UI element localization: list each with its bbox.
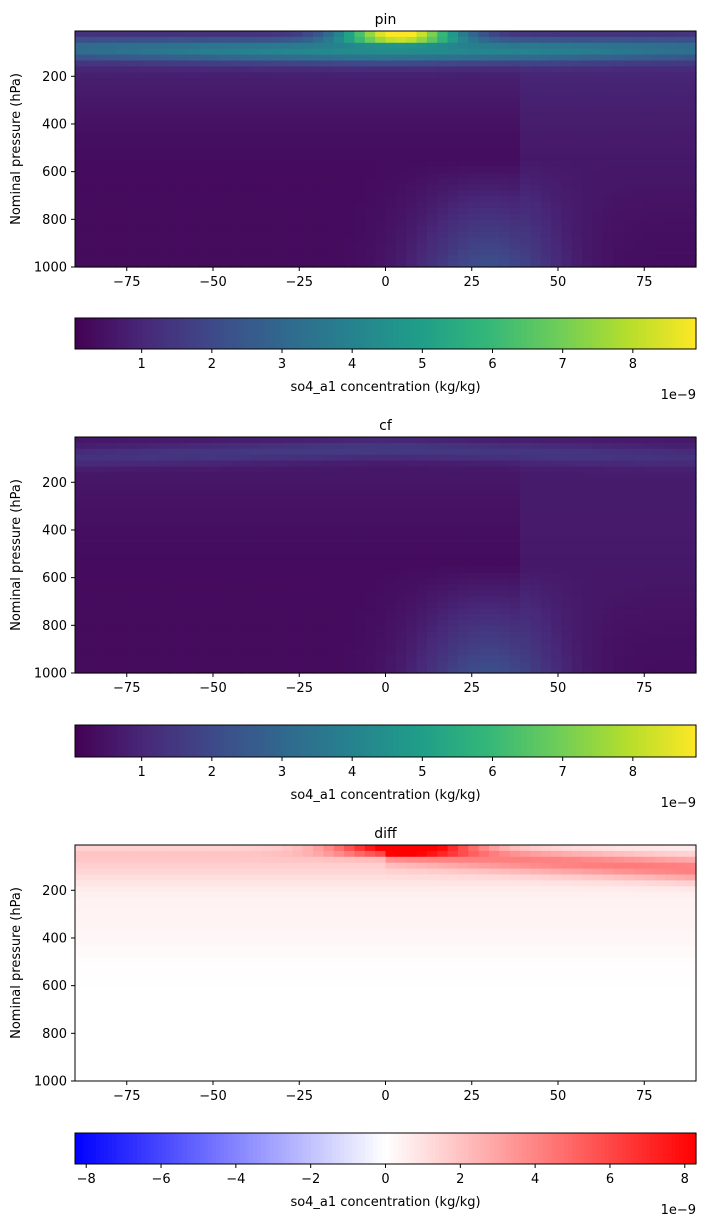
plot-title: pin [375, 12, 397, 28]
colorbar-tick-label: 3 [278, 357, 286, 372]
y-tick-label: 800 [42, 213, 67, 228]
colorbar: −8 −6 −4 −2 0 2 4 6 8 so4_a1 concentration (kg/kg… [74, 1132, 697, 1218]
heatmap-cells [75, 437, 697, 674]
colorbar-tick-label: 2 [208, 765, 216, 780]
heatmap-cells [75, 31, 697, 268]
x-tick-label: −75 [113, 1089, 140, 1104]
colorbar-tick-label: 2 [208, 357, 216, 372]
x-tick-label: 25 [463, 681, 480, 696]
y-tick-label: 1000 [34, 667, 67, 682]
colorbar-label: so4_a1 concentration (kg/kg) [290, 1195, 480, 1210]
colorbar-tick-label: 5 [418, 357, 426, 372]
x-tick-label: −25 [286, 275, 313, 290]
colorbar-tick-label: 5 [418, 765, 426, 780]
colorbar-tick-label: 8 [629, 765, 637, 780]
colorbar-offset-text: 1e−9 [661, 1203, 696, 1218]
colorbar-label: so4_a1 concentration (kg/kg) [290, 788, 480, 803]
x-tick-label: −25 [286, 681, 313, 696]
x-tick-label: −50 [199, 681, 226, 696]
y-tick-label: 800 [42, 1027, 67, 1042]
colorbar-tick-label: 8 [681, 1172, 689, 1187]
y-tick-label: 800 [42, 619, 67, 634]
x-tick-label: 50 [550, 681, 567, 696]
y-tick-label: 200 [42, 884, 67, 899]
colorbar-tick-label: −4 [226, 1172, 245, 1187]
colorbar-tick-label: 6 [606, 1172, 614, 1187]
colorbar-tick-label: 4 [531, 1172, 539, 1187]
y-axis-label: Nominal pressure (hPa) [9, 73, 24, 225]
x-tick-label: 50 [550, 275, 567, 290]
x-tick-label: −75 [113, 275, 140, 290]
x-tick-label: −50 [199, 1089, 226, 1104]
y-tick-label: 400 [42, 523, 67, 538]
colorbar-label: so4_a1 concentration (kg/kg) [290, 380, 480, 395]
y-axis-label: Nominal pressure (hPa) [9, 479, 24, 631]
x-tick-label: 25 [463, 1089, 480, 1104]
colorbar-frame [74, 317, 697, 350]
colorbar-tick-label: 2 [456, 1172, 464, 1187]
colorbar-tick-label: 4 [348, 765, 356, 780]
y-tick-label: 1000 [34, 1075, 67, 1090]
y-axis-label: Nominal pressure (hPa) [9, 887, 24, 1039]
y-tick-label: 600 [42, 571, 67, 586]
y-tick-label: 400 [42, 117, 67, 132]
panel-diff: diff −75 −50 −25 0 25 50 75 200 400 600 800 1000 Nomi… [9, 826, 697, 1218]
colorbar-tick-label: 8 [629, 357, 637, 372]
colorbar-tick-label: 1 [138, 765, 146, 780]
x-tick-label: 25 [463, 275, 480, 290]
y-tick-label: 1000 [34, 261, 67, 276]
colorbar-tick-label: 3 [278, 765, 286, 780]
x-tick-label: 0 [381, 1089, 389, 1104]
x-tick-label: 75 [636, 1089, 653, 1104]
colorbar-tick-label: −6 [151, 1172, 170, 1187]
y-tick-label: 600 [42, 979, 67, 994]
panel-cf: cf−75 −50 −25 0 25 50 752004006008001000Nomina… [9, 418, 697, 811]
x-tick-label: 0 [381, 681, 389, 696]
x-tick-label: −50 [199, 275, 226, 290]
colorbar-tick-label: 6 [488, 357, 496, 372]
y-tick-label: 200 [42, 476, 67, 491]
y-tick-label: 200 [42, 70, 67, 85]
heatmap-cells [75, 845, 697, 1082]
x-tick-label: 0 [381, 275, 389, 290]
y-tick-label: 600 [42, 165, 67, 180]
colorbar-tick-label: 0 [381, 1172, 389, 1187]
colorbar-tick-label: −2 [301, 1172, 320, 1187]
colorbar-tick-label: 1 [138, 357, 146, 372]
colorbar-tick-label: 6 [488, 765, 496, 780]
colorbar-tick-label: 4 [348, 357, 356, 372]
y-tick-label: 400 [42, 931, 67, 946]
plot-title: diff [374, 826, 397, 842]
colorbar-tick-label: 7 [559, 765, 567, 780]
colorbar-tick-label: 7 [559, 357, 567, 372]
plot-title: cf [379, 418, 393, 434]
colorbar-tick-label: −8 [77, 1172, 96, 1187]
colorbar-offset-text: 1e−9 [661, 796, 696, 811]
x-tick-label: −75 [113, 681, 140, 696]
colorbar: 1 2 3 4 5 6 7 8 so4_a1 concentration (kg/kg) 1e−9 [74, 317, 697, 403]
x-tick-label: 50 [550, 1089, 567, 1104]
x-tick-label: 75 [636, 681, 653, 696]
x-tick-label: −25 [286, 1089, 313, 1104]
panel-pin: pin−75 −50 −25 0 25 50 752004006008001000Nomin… [9, 12, 697, 403]
colorbar: 1 2 3 4 5 6 7 8 so4_a1 concentration (kg/kg) 1e−9 [74, 724, 697, 811]
x-tick-label: 75 [636, 275, 653, 290]
colorbar-frame [74, 724, 697, 758]
colorbar-offset-text: 1e−9 [661, 388, 696, 403]
